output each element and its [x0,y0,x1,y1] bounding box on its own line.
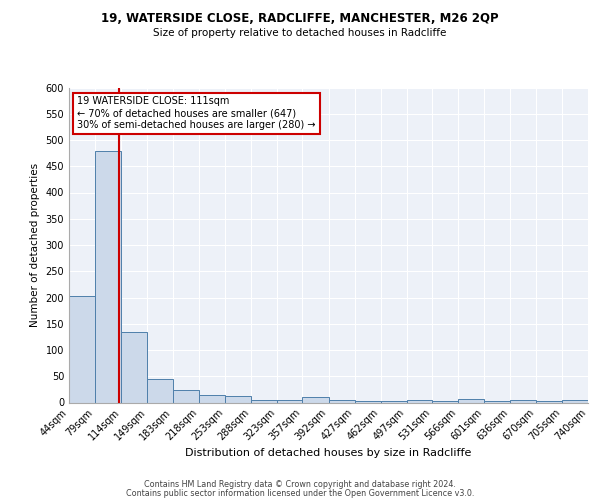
Bar [147,380,173,402]
Bar [407,400,432,402]
Text: 19 WATERSIDE CLOSE: 111sqm
← 70% of detached houses are smaller (647)
30% of sem: 19 WATERSIDE CLOSE: 111sqm ← 70% of deta… [77,96,316,130]
Bar [329,400,355,402]
Bar [199,395,225,402]
Bar [173,390,199,402]
Bar [69,296,95,403]
Y-axis label: Number of detached properties: Number of detached properties [30,163,40,327]
Text: Size of property relative to detached houses in Radcliffe: Size of property relative to detached ho… [154,28,446,38]
Bar [95,150,121,402]
Text: Contains HM Land Registry data © Crown copyright and database right 2024.: Contains HM Land Registry data © Crown c… [144,480,456,489]
Bar [511,400,536,402]
Bar [458,399,484,402]
X-axis label: Distribution of detached houses by size in Radcliffe: Distribution of detached houses by size … [185,448,472,458]
Bar [251,400,277,402]
Bar [225,396,251,402]
Bar [277,400,302,402]
Bar [562,400,588,402]
Bar [121,332,147,402]
Bar [302,397,329,402]
Text: 19, WATERSIDE CLOSE, RADCLIFFE, MANCHESTER, M26 2QP: 19, WATERSIDE CLOSE, RADCLIFFE, MANCHEST… [101,12,499,26]
Text: Contains public sector information licensed under the Open Government Licence v3: Contains public sector information licen… [126,488,474,498]
